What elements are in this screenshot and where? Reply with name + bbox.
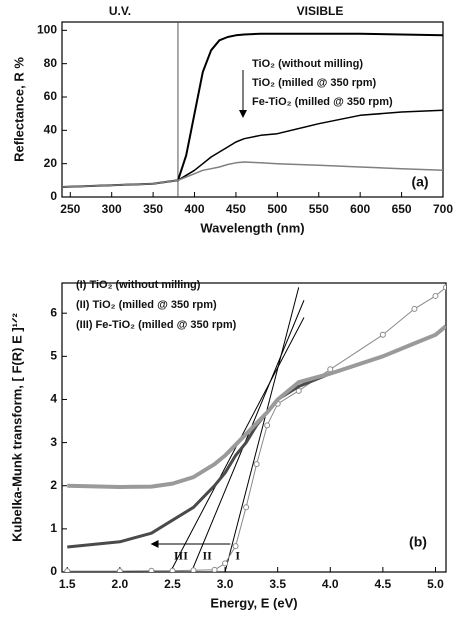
y-tick-label: 0	[50, 189, 57, 203]
tangent-line	[190, 300, 305, 572]
x-tick-label: 450	[226, 202, 246, 216]
data-point	[253, 461, 260, 468]
y-tick-label: 80	[44, 56, 58, 70]
legend-entry: (I) TiO₂ (without milling)	[76, 279, 201, 291]
series-line	[67, 324, 446, 489]
data-point	[169, 567, 176, 572]
panel-label: (b)	[409, 534, 427, 550]
plot-frame	[61, 21, 444, 198]
y-tick-label: 6	[50, 305, 57, 319]
legend-entry: (II) TiO₂ (milled @ 350 rpm)	[76, 299, 217, 311]
data-point	[232, 543, 239, 550]
region-label: VISIBLE	[297, 4, 344, 18]
y-tick-label: 1	[50, 521, 57, 535]
x-tick-label: 650	[392, 202, 412, 216]
legend-entry: TiO₂ (milled @ 350 rpm)	[252, 77, 377, 89]
x-axis-label: Wavelength (nm)	[200, 220, 304, 235]
panel: 0 20 40 60 80 100 250 300 350 400 450 500 550 600 650 7…	[11, 4, 453, 235]
x-tick-label: 550	[309, 202, 329, 216]
region-label: U.V.	[109, 4, 131, 18]
y-tick-label: 2	[50, 478, 57, 492]
legend-entry: TiO₂ (without milling)	[252, 58, 363, 70]
x-tick-label: 300	[102, 202, 122, 216]
panel-label: (a)	[411, 174, 428, 190]
x-tick-label: 4.5	[375, 577, 392, 591]
legend-entry: (III) Fe-TiO₂ (milled @ 350 rpm)	[76, 319, 237, 331]
y-tick-label: 5	[50, 349, 57, 363]
y-axis-label: Reflectance, R %	[11, 57, 26, 162]
x-tick-label: 4.0	[322, 577, 339, 591]
data-point	[211, 566, 218, 572]
annotation-label: I	[235, 549, 240, 563]
x-tick-label: 2.0	[112, 577, 129, 591]
y-tick-label: 3	[50, 435, 57, 449]
series-line	[67, 324, 446, 549]
y-tick-label: 20	[44, 156, 58, 170]
data-point	[222, 560, 229, 567]
series-line	[61, 161, 444, 188]
x-tick-label: 250	[60, 202, 80, 216]
data-point	[190, 567, 197, 572]
x-tick-label: 3.0	[217, 577, 234, 591]
plot-frame	[61, 282, 447, 573]
data-point	[295, 387, 302, 394]
y-tick-label: 60	[44, 89, 58, 103]
annotation-label: II	[203, 549, 213, 563]
x-tick-label: 3.5	[269, 577, 286, 591]
x-tick-label: 5.0	[427, 577, 444, 591]
x-tick-label: 400	[185, 202, 205, 216]
data-point	[379, 331, 386, 338]
data-point	[148, 567, 155, 572]
x-tick-label: 1.5	[59, 577, 76, 591]
x-tick-label: 2.5	[164, 577, 181, 591]
y-tick-label: 100	[37, 23, 57, 37]
x-axis-label: Energy, E (eV)	[210, 595, 297, 610]
panel: 0 1 2 3 4 5 6 1.5 2.0 2.5 3.0 3.5 4.0 4.5 5.0 Energy, E…	[9, 279, 447, 610]
data-point	[243, 504, 250, 511]
annotation-label: III	[174, 549, 188, 563]
tangent-line	[224, 287, 300, 572]
data-point	[411, 305, 418, 312]
data-point	[64, 568, 71, 572]
x-tick-label: 350	[143, 202, 163, 216]
data-point	[116, 568, 123, 572]
y-tick-label: 0	[50, 564, 57, 578]
x-tick-label: 500	[267, 202, 287, 216]
y-axis-label: Kubelka-Munk transform, [ F(R) E ]¹ᐟ²	[9, 312, 24, 541]
y-tick-label: 40	[44, 123, 58, 137]
series-line	[67, 286, 446, 572]
series-line	[61, 109, 444, 188]
data-point	[443, 284, 446, 291]
x-tick-label: 700	[433, 202, 453, 216]
data-point	[264, 422, 271, 429]
legend-entry: Fe-TiO₂ (milled @ 350 rpm)	[252, 96, 393, 108]
series-line	[61, 32, 444, 188]
y-tick-label: 4	[50, 392, 57, 406]
data-point	[432, 292, 439, 299]
x-tick-label: 600	[350, 202, 370, 216]
